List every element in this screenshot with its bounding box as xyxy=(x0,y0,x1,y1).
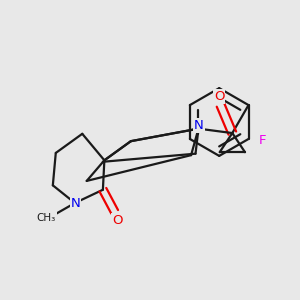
Text: O: O xyxy=(112,214,123,226)
Text: O: O xyxy=(214,90,224,104)
Text: N: N xyxy=(70,197,80,210)
Text: N: N xyxy=(194,118,204,132)
Text: CH₃: CH₃ xyxy=(36,213,56,223)
Text: F: F xyxy=(259,134,266,147)
